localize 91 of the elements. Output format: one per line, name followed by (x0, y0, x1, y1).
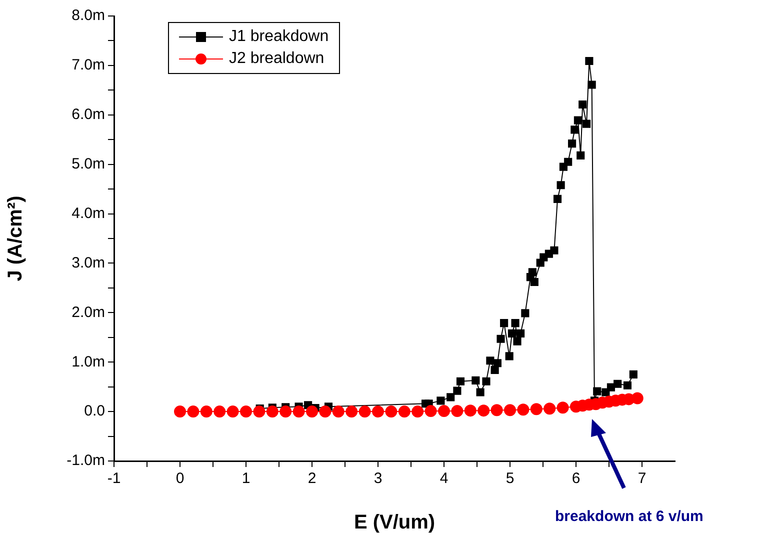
point (476, 388, 484, 396)
point (568, 140, 576, 148)
y-tick-label: 7.0m (72, 56, 105, 74)
legend-label: J1 breakdown (229, 28, 329, 46)
point (446, 393, 455, 402)
y-tick-label: 1.0m (72, 353, 105, 370)
point (214, 406, 226, 418)
point (550, 246, 558, 254)
point (578, 100, 587, 109)
point (530, 403, 542, 416)
point (582, 120, 591, 128)
point (464, 404, 476, 417)
x-tick-label: -1 (107, 470, 121, 488)
point (436, 396, 445, 405)
point (564, 158, 572, 166)
x-tick-label: 3 (374, 470, 382, 488)
point (486, 356, 494, 365)
y-tick-label: 8.0m (72, 7, 105, 24)
point (200, 406, 212, 418)
point (614, 380, 622, 388)
point (174, 406, 186, 418)
point (319, 406, 332, 418)
point (528, 268, 536, 276)
point (517, 404, 530, 416)
point (306, 406, 318, 418)
point (631, 392, 644, 404)
point (576, 151, 585, 160)
y-tick-label: -1.0m (66, 452, 105, 470)
point (553, 194, 562, 203)
point (544, 402, 556, 415)
point (556, 181, 565, 190)
point (482, 377, 490, 386)
point (292, 406, 305, 418)
x-tick-label: 6 (572, 470, 580, 488)
point (593, 387, 602, 396)
point (358, 406, 371, 418)
point (588, 80, 596, 89)
legend-label: J2 brealdown (229, 50, 324, 68)
point (629, 370, 638, 379)
y-tick-label: 3.0m (72, 254, 105, 272)
y-tick-label: 5.0m (72, 155, 105, 172)
point (504, 404, 516, 416)
point (570, 126, 579, 134)
point (332, 406, 344, 418)
y-tick-label: 0.0 (84, 402, 105, 420)
x-tick-label: 0 (176, 470, 184, 488)
y-tick-label: 2.0m (72, 304, 105, 321)
y-tick-label: 4.0m (72, 204, 105, 222)
point (478, 404, 490, 417)
point (412, 406, 424, 418)
point (516, 329, 525, 338)
point (398, 406, 410, 418)
point (490, 366, 499, 374)
point (500, 319, 508, 328)
point (187, 406, 200, 418)
point (438, 405, 450, 418)
text: breakdown at 6 v/um (555, 508, 704, 525)
x-tick-label: 2 (308, 470, 316, 488)
point (574, 116, 582, 124)
point (496, 334, 505, 343)
point (226, 406, 239, 418)
point (513, 337, 522, 346)
point (266, 406, 278, 418)
point (451, 405, 464, 418)
point (456, 377, 465, 386)
point (372, 406, 384, 418)
point (505, 352, 514, 360)
point (490, 404, 503, 416)
x-tick-label: 4 (440, 470, 448, 488)
point (253, 406, 266, 418)
point (511, 319, 520, 328)
y-tick-label: 6.0m (72, 106, 105, 124)
point (346, 406, 358, 418)
point (585, 56, 594, 66)
point (623, 381, 632, 390)
y-axis-title: J (A/cm²) (4, 196, 27, 282)
x-tick-label: 7 (638, 470, 646, 488)
x-tick-label: 1 (242, 470, 250, 488)
point (493, 359, 502, 368)
point (556, 402, 569, 414)
point (280, 406, 292, 418)
point (508, 329, 516, 338)
x-axis-title: E (V/um) (354, 512, 436, 534)
point (385, 406, 398, 418)
point (424, 405, 437, 418)
point (521, 309, 530, 318)
point (240, 406, 252, 418)
point (530, 278, 538, 286)
x-tick-label: 5 (506, 470, 514, 488)
point (453, 386, 462, 395)
point (472, 376, 480, 384)
